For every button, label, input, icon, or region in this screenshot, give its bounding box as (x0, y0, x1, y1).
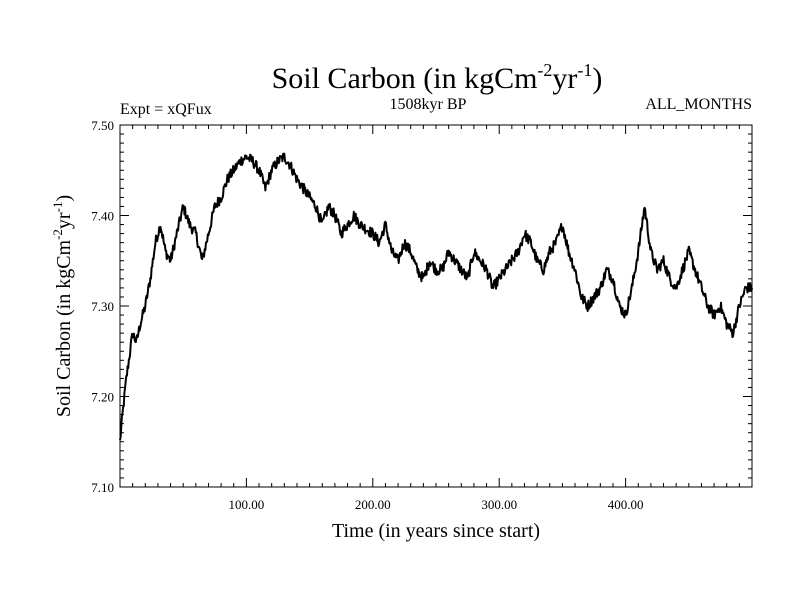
axis-ticks: 100.00 200.00 300.00 400.00 7.10 7.20 7.30 7.40… (91, 118, 752, 512)
y-tick-label: 7.20 (91, 390, 114, 405)
chart-title: Soil Carbon (in kgCm-2yr-1) (272, 60, 603, 95)
x-tick-label: 100.00 (229, 497, 265, 512)
x-tick-label: 200.00 (355, 497, 391, 512)
y-tick-label: 7.50 (91, 118, 114, 133)
y-tick-label: 7.30 (91, 299, 114, 314)
y-tick-label: 7.40 (91, 209, 114, 224)
period-label: 1508kyr BP (390, 96, 467, 113)
plot-frame (119, 124, 753, 488)
series-line (119, 152, 753, 441)
x-tick-label: 400.00 (608, 497, 644, 512)
x-tick-label: 300.00 (481, 497, 517, 512)
data-series (119, 152, 753, 441)
y-tick-label: 7.10 (91, 480, 114, 495)
experiment-label: Expt = xQFux (120, 101, 212, 118)
months-label: ALL_MONTHS (645, 96, 752, 113)
y-axis-label: Soil Carbon (in kgCm-2yr-1) (50, 195, 75, 417)
x-axis-label: Time (in years since start) (332, 520, 540, 542)
